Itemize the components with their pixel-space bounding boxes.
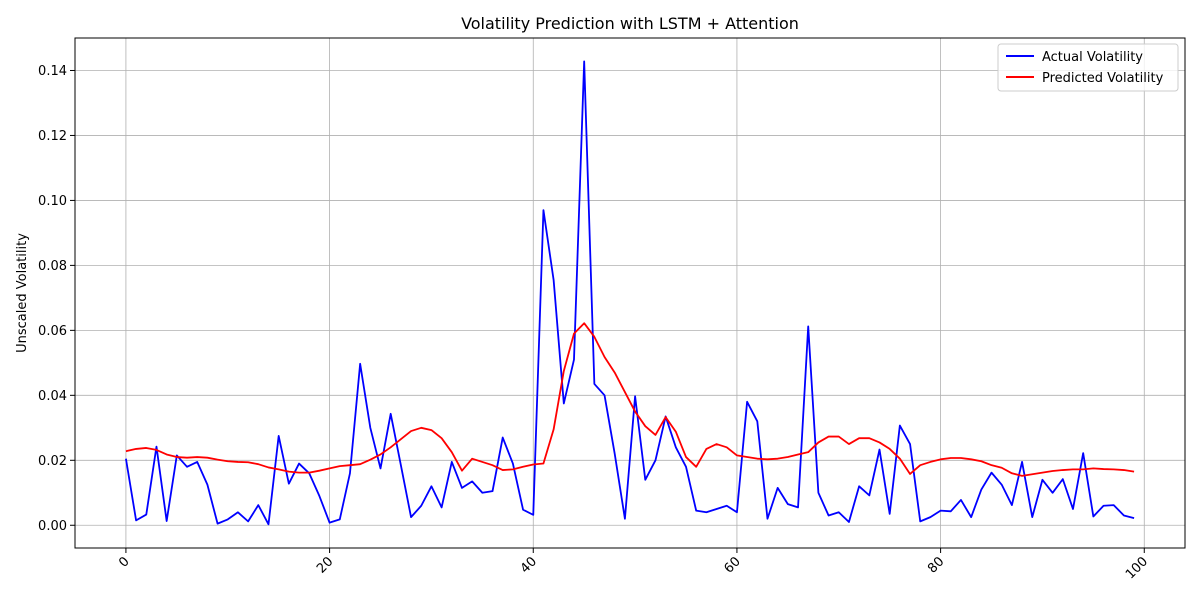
y-axis-label: Unscaled Volatility [15, 233, 30, 353]
plot-area [75, 38, 1185, 548]
y-tick-label: 0.08 [38, 259, 67, 274]
chart-title: Volatility Prediction with LSTM + Attent… [461, 14, 799, 33]
y-tick-label: 0.00 [38, 519, 67, 534]
legend: Actual Volatility Predicted Volatility [997, 43, 1179, 92]
legend-label-actual: Actual Volatility [1042, 50, 1143, 65]
y-tick-label: 0.06 [38, 324, 67, 339]
legend-label-predicted: Predicted Volatility [1042, 71, 1164, 86]
y-tick-label: 0.10 [38, 194, 67, 209]
plot-frame [74, 37, 1186, 549]
axis-ticks: 0 20 40 60 80 1000.000.020.040.060.080.100.12… [38, 64, 1151, 582]
series-line-predicted [125, 322, 1135, 477]
legend-box [997, 43, 1179, 92]
series-line-actual [125, 60, 1135, 526]
y-tick-label: 0.02 [38, 454, 67, 469]
y-tick-label: 0.14 [38, 64, 67, 79]
y-tick-label: 0.04 [38, 389, 67, 404]
series-lines [125, 60, 1135, 526]
y-tick-label: 0.12 [38, 129, 67, 144]
grid [75, 38, 1185, 548]
